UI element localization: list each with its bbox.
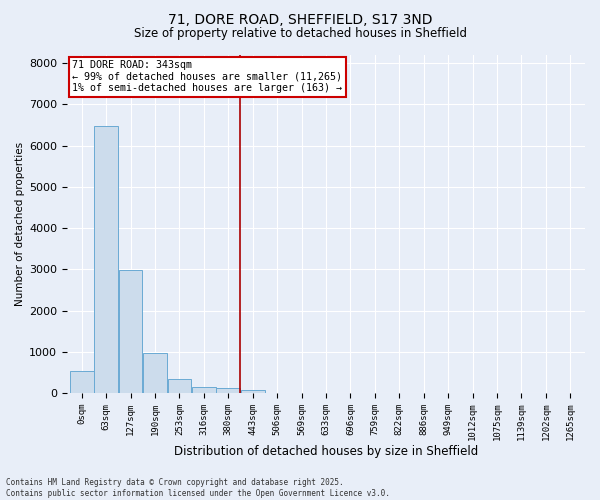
Text: Contains HM Land Registry data © Crown copyright and database right 2025.
Contai: Contains HM Land Registry data © Crown c… bbox=[6, 478, 390, 498]
Bar bbox=[167, 380, 191, 393]
Y-axis label: Number of detached properties: Number of detached properties bbox=[15, 142, 25, 306]
Bar bbox=[94, 126, 118, 393]
X-axis label: Distribution of detached houses by size in Sheffield: Distribution of detached houses by size … bbox=[174, 444, 478, 458]
Text: 71 DORE ROAD: 343sqm
← 99% of detached houses are smaller (11,265)
1% of semi-de: 71 DORE ROAD: 343sqm ← 99% of detached h… bbox=[72, 60, 342, 94]
Text: Size of property relative to detached houses in Sheffield: Size of property relative to detached ho… bbox=[133, 28, 467, 40]
Bar bbox=[119, 270, 142, 393]
Text: 71, DORE ROAD, SHEFFIELD, S17 3ND: 71, DORE ROAD, SHEFFIELD, S17 3ND bbox=[168, 12, 432, 26]
Bar bbox=[241, 390, 265, 393]
Bar bbox=[192, 387, 215, 393]
Bar bbox=[143, 354, 167, 393]
Bar bbox=[70, 371, 94, 393]
Bar bbox=[217, 388, 240, 393]
